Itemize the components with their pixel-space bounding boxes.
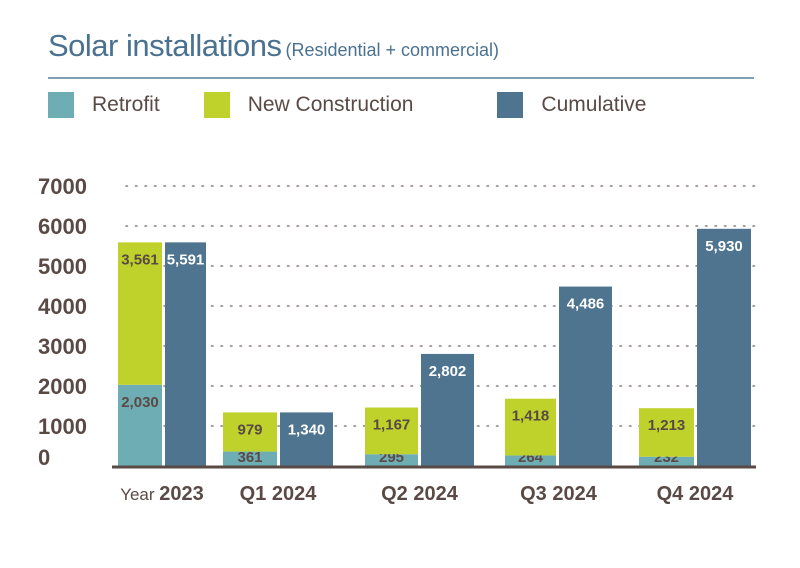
data-label: 2,802 <box>429 363 467 380</box>
chart-title: Solar installations (Residential + commer… <box>48 28 499 64</box>
bar-new-construction <box>223 412 277 452</box>
y-tick-label: 4000 <box>38 294 87 319</box>
y-tick-label: 5000 <box>38 254 87 279</box>
bar-cumulative <box>697 228 751 466</box>
legend-swatch-cumulative <box>497 92 524 118</box>
x-tick-label: Q2 2024 <box>381 483 459 505</box>
title-divider <box>48 77 754 79</box>
x-tick-label: Q3 2024 <box>520 483 598 505</box>
legend-label: New Construction <box>247 93 414 116</box>
data-label: 5,930 <box>705 238 743 255</box>
data-label: 5,591 <box>167 251 205 268</box>
title-subtitle: (Residential + commercial) <box>285 40 500 60</box>
legend-swatch-retrofit <box>48 92 74 118</box>
bar-new-construction <box>505 398 556 456</box>
legend-label: Cumulative <box>541 93 647 116</box>
bar-cumulative <box>165 242 206 466</box>
legend-swatch-new-construction <box>203 92 230 118</box>
data-label: 1,418 <box>512 408 550 425</box>
bar-retrofit <box>639 456 694 466</box>
data-label: 2,030 <box>121 394 159 411</box>
legend: Retrofit New Construction Cumulative <box>48 92 690 118</box>
y-tick-label: 0 <box>38 445 50 470</box>
x-tick-label: Q4 2024 <box>657 483 735 505</box>
bar-cumulative <box>421 353 474 466</box>
x-tick-label: Year 2023 <box>120 483 204 505</box>
legend-item-cumulative: Cumulative <box>497 92 646 118</box>
y-tick-label: 6000 <box>38 214 87 239</box>
title-main: Solar installations <box>48 28 282 63</box>
y-tick-label: 7000 <box>38 174 87 199</box>
legend-item-new-construction: New Construction <box>203 92 414 118</box>
data-label: 361 <box>237 449 262 466</box>
bar-cumulative <box>559 286 612 466</box>
y-tick-label: 3000 <box>38 334 87 359</box>
data-label: 4,486 <box>567 296 605 313</box>
bar-retrofit <box>365 454 418 466</box>
legend-item-retrofit: Retrofit <box>48 92 160 118</box>
data-label: 1,167 <box>373 417 411 434</box>
legend-label: Retrofit <box>92 93 160 116</box>
bar-retrofit <box>223 451 277 466</box>
data-label: 1,340 <box>288 421 326 438</box>
x-tick-label: Q1 2024 <box>240 483 318 505</box>
bar-new-construction <box>118 242 162 385</box>
data-label: 1,213 <box>648 417 686 434</box>
y-tick-label: 1000 <box>38 414 87 439</box>
bar-retrofit <box>505 455 556 466</box>
y-tick-label: 2000 <box>38 374 87 399</box>
bar-retrofit <box>118 384 162 466</box>
data-label: 979 <box>237 421 262 438</box>
bar-new-construction <box>639 408 694 457</box>
bar-cumulative <box>280 412 333 466</box>
data-label: 3,561 <box>121 251 159 268</box>
bar-new-construction <box>365 407 418 455</box>
